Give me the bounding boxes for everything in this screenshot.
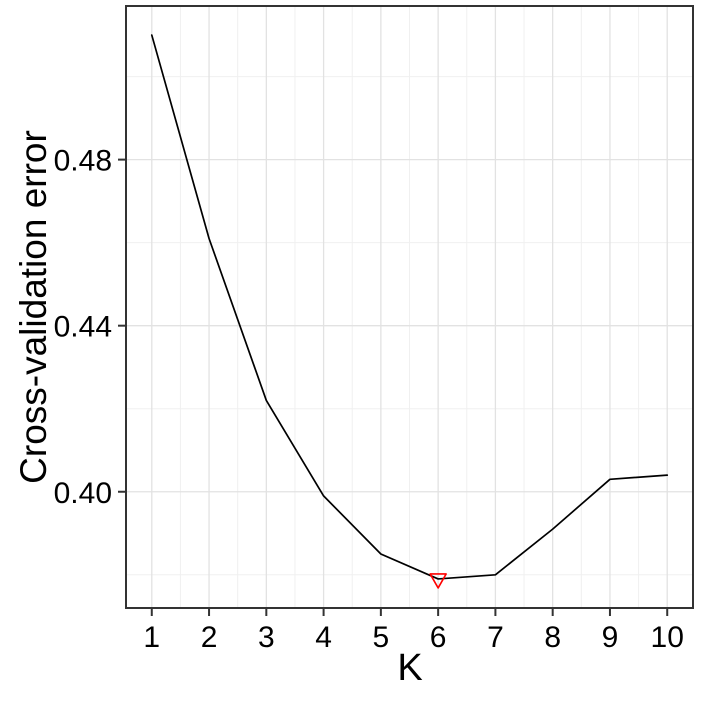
- y-tick-label: 0.40: [54, 477, 112, 510]
- min-error-marker-icon: [429, 573, 447, 589]
- x-tick-label: 6: [430, 621, 447, 654]
- x-axis-title: K: [126, 647, 694, 690]
- x-tick-label: 2: [201, 621, 218, 654]
- x-tick-label: 1: [143, 621, 160, 654]
- panel-border: [125, 5, 694, 609]
- x-tick-label: 5: [373, 621, 390, 654]
- x-tick-label: 9: [602, 621, 619, 654]
- y-tick-label: 0.48: [54, 145, 112, 178]
- x-tick-label: 8: [544, 621, 561, 654]
- x-tick-label: 4: [315, 621, 332, 654]
- x-tick-label: 3: [258, 621, 275, 654]
- x-axis-title-text: K: [397, 647, 423, 689]
- y-tick-label: 0.44: [54, 311, 112, 344]
- x-tick-label: 10: [651, 621, 684, 654]
- cv-error-line: [150, 34, 669, 580]
- y-axis-title-text: Cross-validation error: [13, 130, 54, 484]
- x-tick-label: 7: [487, 621, 504, 654]
